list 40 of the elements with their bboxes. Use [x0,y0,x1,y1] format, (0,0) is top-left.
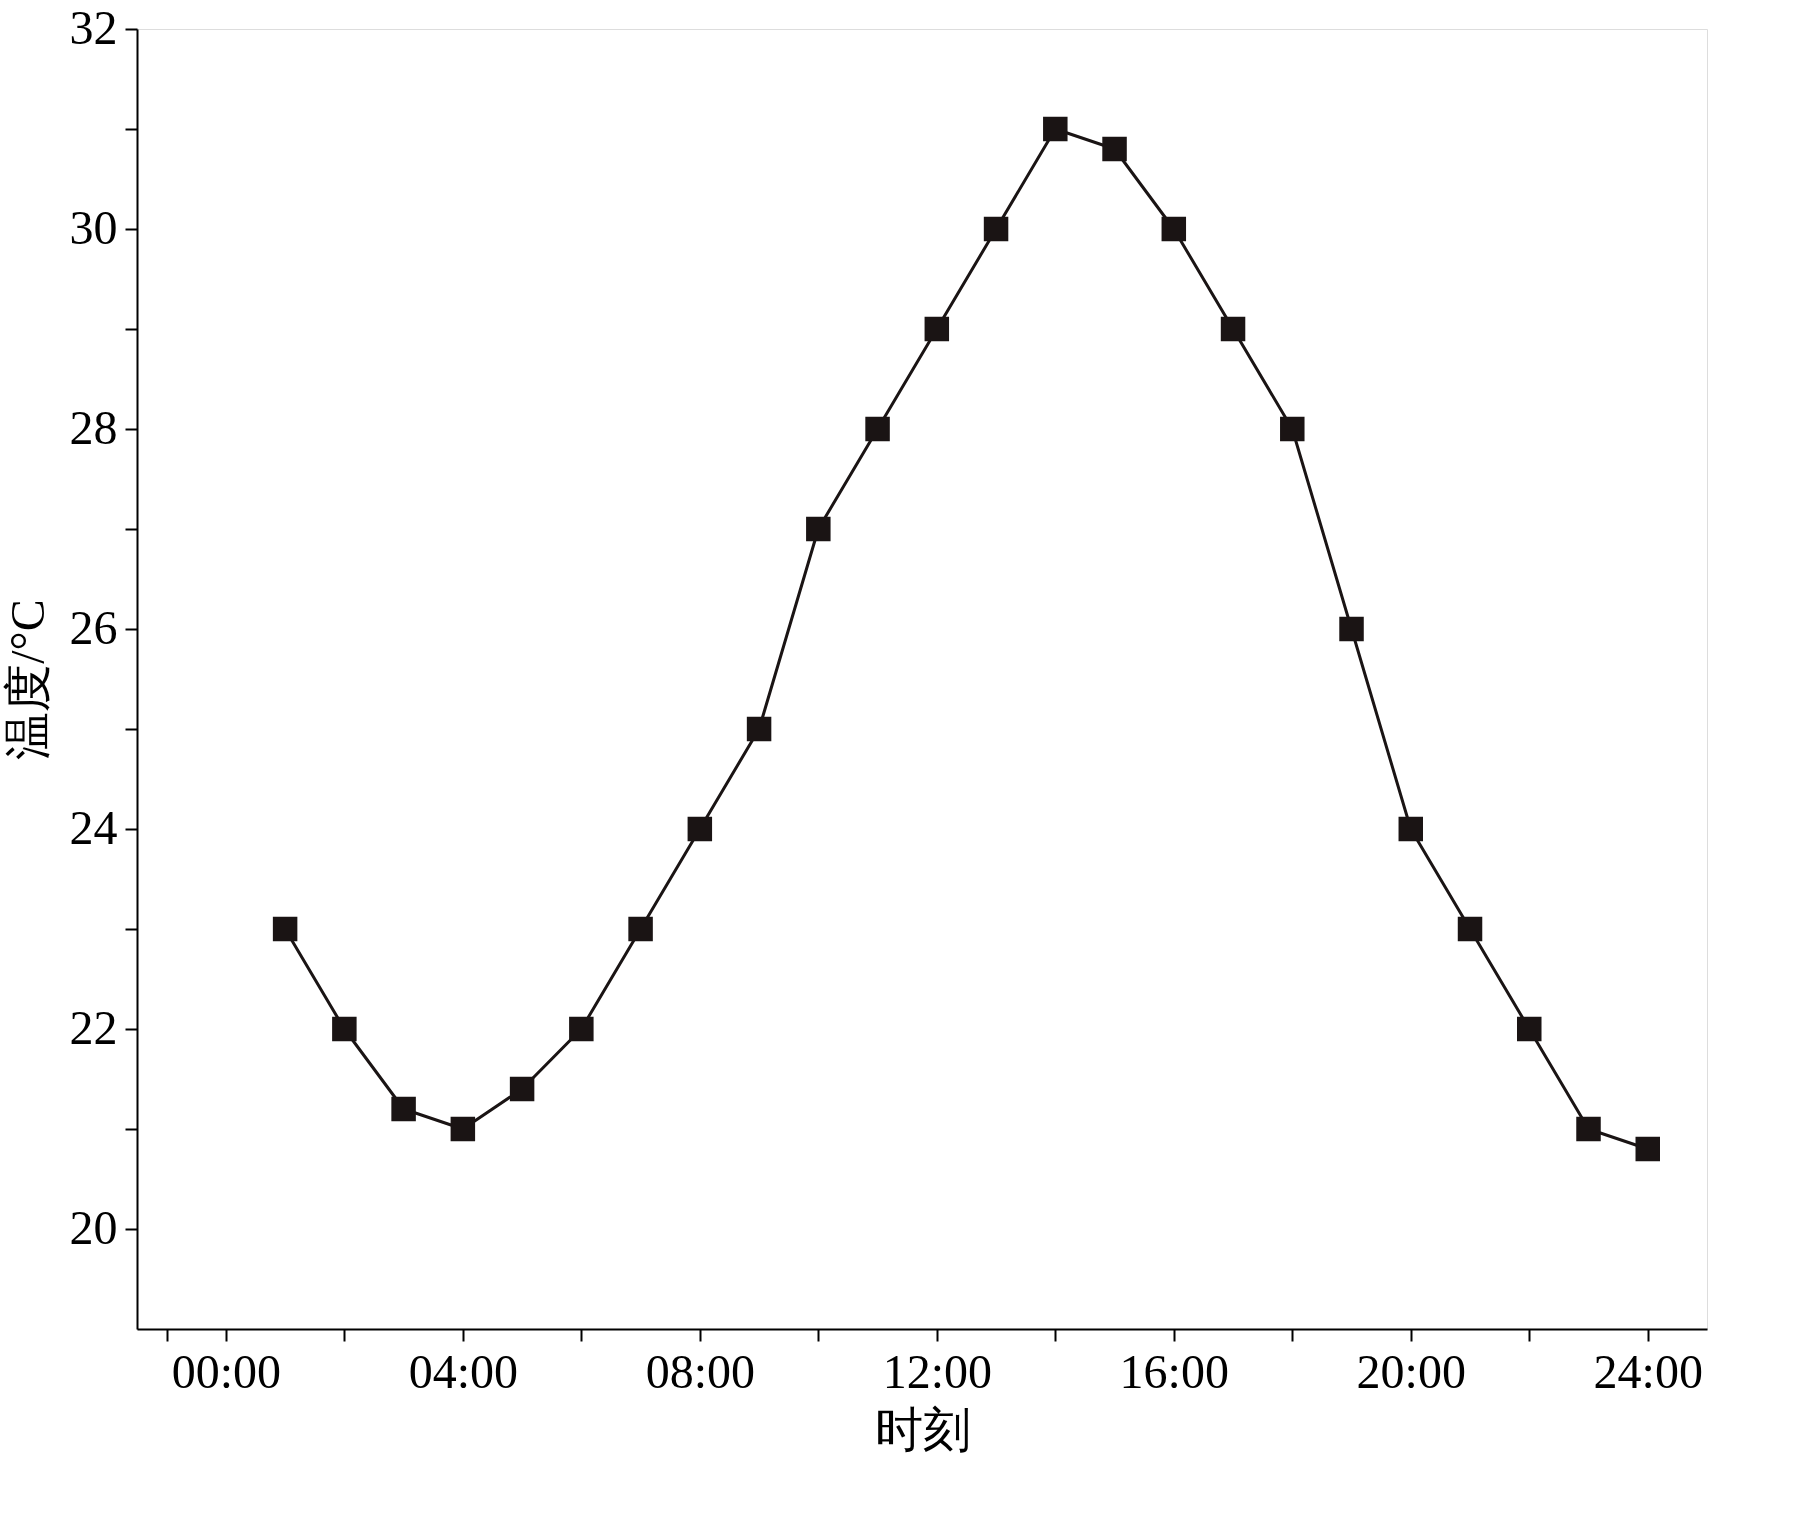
point [865,416,890,442]
point [1280,416,1305,442]
y-tick-label: 20 [69,1200,118,1254]
x-tick-label: 12:00 [882,1344,992,1398]
point [1635,1136,1660,1162]
point [1517,1016,1542,1042]
point [1398,816,1424,842]
x-tick-label: 16:00 [1119,1344,1229,1398]
point [924,316,950,342]
y-tick-label: 28 [69,400,118,454]
y-tick-label: 30 [69,200,118,254]
point [1161,216,1187,242]
point [1339,616,1364,642]
point [332,1016,357,1042]
point [1043,116,1068,142]
point [806,516,831,542]
point [983,216,1009,242]
x-tick-label: 04:00 [408,1344,519,1398]
point [1220,316,1246,342]
x-tick-label: 00:00 [171,1344,282,1398]
y-axis-title: 温度/°C [0,599,54,760]
y-tick-label: 22 [69,1000,118,1054]
point [1102,136,1127,162]
point [1457,916,1483,942]
point [272,916,298,942]
x-axis-title: 时刻 [874,1402,971,1456]
point [687,816,713,842]
y-tick-label: 24 [69,800,118,854]
y-tick-label: 26 [69,600,118,654]
y-tick-label: 32 [69,0,118,54]
point [746,716,772,742]
point [1576,1116,1601,1142]
point [450,1116,476,1142]
point [391,1096,416,1122]
x-tick-label: 08:00 [645,1344,755,1398]
x-tick-label: 20:00 [1356,1344,1466,1398]
point [569,1016,594,1042]
point [509,1076,535,1102]
x-tick-label: 24:00 [1593,1344,1703,1398]
point [628,916,653,942]
